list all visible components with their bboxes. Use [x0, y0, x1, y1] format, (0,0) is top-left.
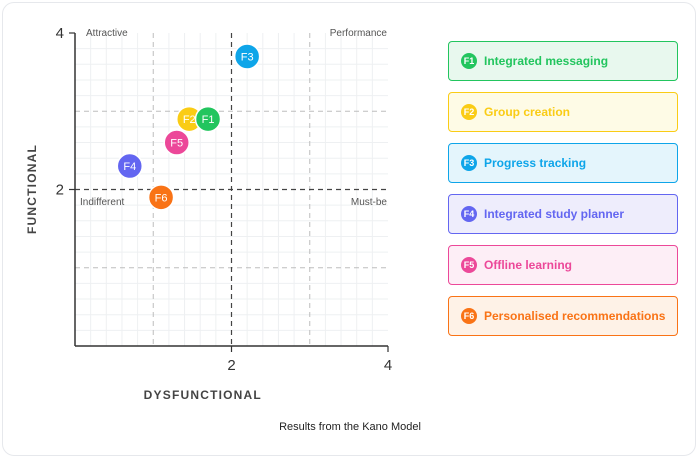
data-point-label-f6: F6 [155, 192, 168, 204]
data-point-f5[interactable] [163, 129, 190, 156]
data-point-label-f2: F2 [183, 114, 196, 126]
data-point-label-f4: F4 [123, 161, 136, 173]
legend-badge: F2 [461, 104, 477, 120]
kano-scatter-chart: 2 2 4 4 DYSFUNCTIONAL FUNCTIONAL Attractive Per… [25, 25, 392, 402]
legend-item-f5: F5 Offline learning [448, 245, 678, 285]
quadrant-label-indifferent: Indifferent [80, 197, 125, 208]
legend-item-f6: F6 Personalised recommendations [448, 296, 678, 336]
legend-badge: F6 [461, 308, 477, 324]
legend-label: Progress tracking [484, 156, 587, 170]
chart-title: Results from the Kano Model [279, 421, 421, 433]
quadrant-label-must-be: Must-be [351, 197, 388, 208]
legend-badge: F5 [461, 257, 477, 273]
data-point-f6[interactable] [147, 184, 175, 211]
x-axis-label: DYSFUNCTIONAL [144, 388, 262, 402]
legend-badge: F3 [461, 155, 477, 171]
legend-label: Integrated messaging [484, 54, 609, 68]
data-point-label-f5: F5 [170, 138, 183, 150]
data-point-f1[interactable] [194, 105, 222, 133]
quadrant-label-performance: Performance [330, 28, 388, 39]
legend: F1 Integrated messaging F2 Group creation F3… [448, 41, 678, 347]
data-point-label-f1: F1 [202, 114, 215, 126]
data-point-f4[interactable] [116, 152, 144, 180]
legend-label: Offline learning [484, 258, 573, 272]
data-point-label-f3: F3 [241, 51, 254, 63]
x-tick-label: 2 [227, 357, 235, 374]
quadrant-label-attractive: Attractive [86, 28, 128, 39]
legend-label: Personalised recommendations [484, 309, 666, 323]
y-tick-label: 2 [56, 182, 64, 199]
legend-label: Group creation [484, 105, 571, 119]
x-tick-label: 4 [384, 357, 392, 374]
legend-label: Integrated study planner [484, 207, 625, 221]
legend-badge: F4 [461, 206, 477, 222]
legend-item-f1: F1 Integrated messaging [448, 41, 678, 81]
data-point-f3[interactable] [233, 43, 261, 70]
legend-badge: F1 [461, 53, 477, 69]
legend-item-f2: F2 Group creation [448, 92, 678, 132]
legend-item-f4: F4 Integrated study planner [448, 194, 678, 234]
y-axis-label: FUNCTIONAL [25, 144, 39, 234]
legend-item-f3: F3 Progress tracking [448, 143, 678, 183]
y-tick-label: 4 [56, 25, 64, 42]
